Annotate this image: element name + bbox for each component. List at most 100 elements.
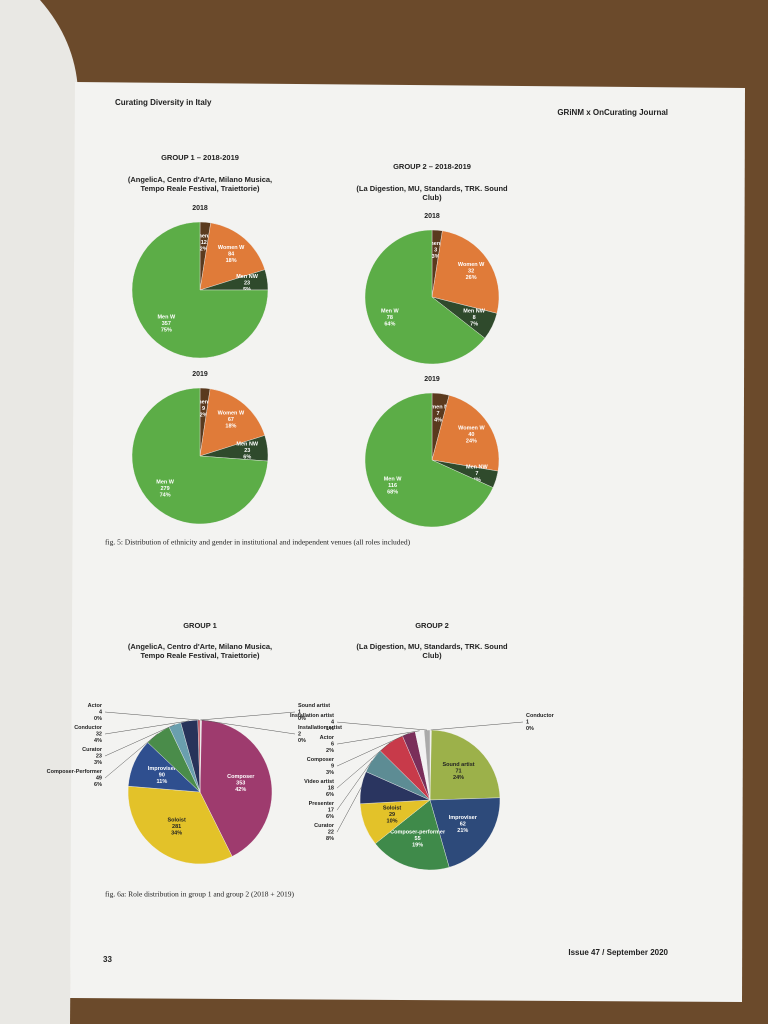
data-label: 6% <box>243 454 251 460</box>
group-venues: Club) <box>422 651 442 660</box>
data-label: Composer-performer <box>390 830 446 836</box>
data-label: 71 <box>455 769 461 775</box>
data-label: 67 <box>228 417 234 423</box>
data-label: 11% <box>157 779 168 785</box>
data-label: 29 <box>389 812 395 818</box>
group-title: GROUP 1 – 2018-2019 <box>161 153 239 162</box>
data-label: 26% <box>466 275 477 281</box>
data-label: 23 <box>244 448 250 454</box>
leader-line <box>201 719 296 735</box>
data-label: Women W <box>218 411 245 417</box>
pie-slice <box>364 229 486 365</box>
pie-slice <box>431 230 500 314</box>
data-label: 116 <box>388 483 397 489</box>
data-label: 42% <box>235 787 246 793</box>
data-label: Women W <box>458 426 485 432</box>
data-label: 1% <box>326 726 334 732</box>
data-label: Men W <box>156 479 175 485</box>
pie-slice <box>131 221 269 359</box>
data-label: 18 <box>328 786 334 792</box>
data-label: 3% <box>432 254 440 260</box>
data-label: 2% <box>326 748 334 754</box>
group-title: GROUP 2 – 2018-2019 <box>393 162 471 171</box>
data-label: Presenter <box>309 801 335 807</box>
data-label: 279 <box>161 486 170 492</box>
data-label: Men NW <box>236 441 259 447</box>
pie-slice <box>429 729 501 801</box>
header-left: Curating Diversity in Italy <box>115 98 212 107</box>
data-label: 353 <box>236 780 245 786</box>
group-title: GROUP 1 <box>183 621 217 630</box>
pie-title: 2019 <box>424 376 440 383</box>
data-label: Women NW <box>420 241 451 247</box>
data-label: Women W <box>218 245 245 251</box>
data-label: Men NW <box>236 274 259 280</box>
pie-title: 2018 <box>192 205 208 212</box>
data-label: 6% <box>94 782 102 788</box>
data-label: Women W <box>458 262 485 268</box>
group-venues: (La Digestion, MU, Standards, TRK. Sound <box>356 642 508 651</box>
data-label: 78 <box>387 315 393 321</box>
data-label: 4% <box>94 738 102 744</box>
data-label: 6% <box>326 792 334 798</box>
leader-line <box>200 711 296 721</box>
data-label: 7% <box>470 322 478 328</box>
data-label: 32 <box>468 269 474 275</box>
data-label: 18% <box>225 424 236 430</box>
data-label: 84 <box>228 251 235 257</box>
caption: fig. 5: Distribution of ethnicity and ge… <box>105 538 411 547</box>
data-label: 9 <box>202 406 205 412</box>
data-label: 1 <box>298 709 301 715</box>
pie-slice <box>364 392 494 528</box>
group-venues: (AngelicA, Centro d'Arte, Milano Musica, <box>128 175 272 184</box>
data-label: 19% <box>412 843 423 849</box>
group-venues: Tempo Reale Festival, Traiettorie) <box>140 651 260 660</box>
data-label: 5% <box>243 287 251 293</box>
data-label: 17 <box>328 808 334 814</box>
data-label: Installation artist <box>298 725 342 731</box>
leader-line <box>336 787 362 833</box>
data-label: 34% <box>171 831 182 837</box>
pie-title: 2018 <box>424 213 440 220</box>
data-label: Actor <box>320 735 335 741</box>
caption: fig. 6a: Role distribution in group 1 an… <box>105 890 295 899</box>
data-label: 24% <box>453 775 464 781</box>
data-label: 49 <box>96 775 102 781</box>
header-right: GRiNM x OnCurating Journal <box>557 108 668 117</box>
data-label: Composer <box>307 757 335 763</box>
data-label: Women NW <box>188 399 219 405</box>
data-label: 32 <box>96 731 102 737</box>
pie-slice <box>431 394 500 472</box>
data-label: 4% <box>434 417 442 423</box>
data-label: Men NW <box>463 309 486 315</box>
data-label: 55 <box>415 836 421 842</box>
data-label: Conductor <box>74 725 103 731</box>
data-label: 7 <box>437 411 440 417</box>
data-label: 8% <box>326 836 334 842</box>
group-title: GROUP 2 <box>415 621 449 630</box>
data-label: 74% <box>160 492 171 498</box>
data-label: 2 <box>298 731 301 737</box>
data-label: Soloist <box>167 818 186 824</box>
data-label: Improviser <box>148 766 177 772</box>
data-label: Sound artist <box>443 762 475 768</box>
data-label: 281 <box>172 824 181 830</box>
data-label: 62 <box>460 821 466 827</box>
pie-slice <box>199 719 273 857</box>
data-label: 12 <box>201 240 207 246</box>
data-label: Improviser <box>449 815 478 821</box>
data-label: 10% <box>387 818 398 824</box>
data-label: 64% <box>384 322 395 328</box>
leader-line <box>430 721 524 731</box>
data-label: 3% <box>326 770 334 776</box>
page-number: 33 <box>103 955 112 964</box>
data-label: 90 <box>159 772 165 778</box>
leader-line <box>336 730 420 745</box>
data-label: 8 <box>473 315 476 321</box>
data-label: Men W <box>157 315 176 321</box>
data-label: 4 <box>99 709 103 715</box>
group-venues: Club) <box>422 193 442 202</box>
leader-line <box>104 720 190 735</box>
data-label: 2% <box>200 412 208 418</box>
